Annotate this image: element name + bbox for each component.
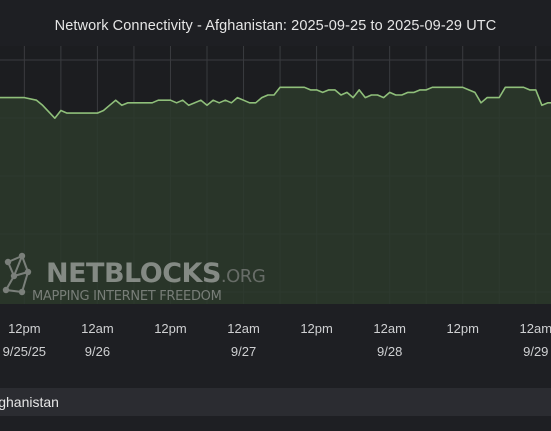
watermark-name: NETBLOCKS.ORG — [46, 258, 265, 289]
x-tick-date-0: 9/25/25 — [3, 344, 46, 359]
x-tick-label-6: 12pm — [446, 321, 479, 336]
x-tick-label-7: 12am — [520, 321, 551, 336]
chart-title: Network Connectivity - Afghanistan: 2025… — [54, 18, 497, 34]
legend-entry-afghanistan[interactable]: Afghanistan — [0, 394, 59, 410]
x-tick-label-3: 12am — [227, 321, 260, 336]
x-tick-date-1: 9/26 — [85, 344, 110, 359]
series-area-0 — [0, 87, 551, 304]
x-tick-label-2: 12pm — [154, 321, 187, 336]
series-line-0 — [0, 86, 551, 119]
network-icon — [2, 252, 32, 296]
x-tick-date-5: 9/28 — [377, 344, 402, 359]
x-tick-label-4: 12pm — [300, 321, 333, 336]
legend: Afghanistan — [0, 388, 551, 416]
x-tick-date-7: 9/29 — [523, 344, 548, 359]
watermark-tagline: MAPPING INTERNET FREEDOM — [32, 289, 222, 304]
x-tick-date-3: 9/27 — [231, 344, 256, 359]
x-tick-label-0: 12pm — [8, 321, 41, 336]
x-tick-label-5: 12am — [373, 321, 406, 336]
x-tick-label-1: 12am — [81, 321, 114, 336]
